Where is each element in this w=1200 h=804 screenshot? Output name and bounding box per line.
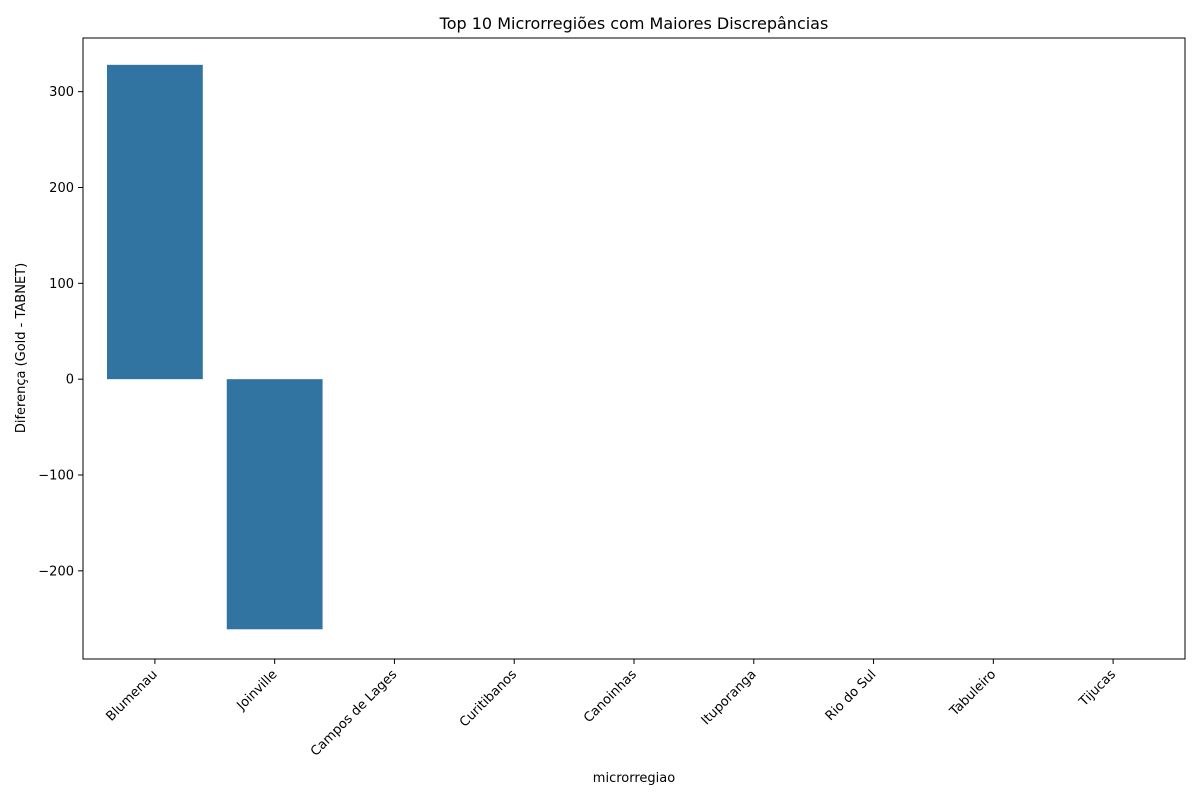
- bar-joinville: [226, 379, 323, 630]
- plot-frame: [82, 37, 1186, 660]
- y-tick-label: 100: [49, 277, 74, 292]
- x-tick-label: Tabuleiro: [946, 667, 999, 720]
- y-tick-label: 200: [49, 181, 74, 196]
- x-tick-label: Canoinhas: [581, 667, 640, 726]
- chart-title: Top 10 Microrregiões com Maiores Discrep…: [439, 14, 829, 33]
- y-axis-label: Diferença (Gold - TABNET): [14, 263, 29, 433]
- x-tick-label: Rio do Sul: [823, 667, 880, 724]
- bar-blumenau: [106, 64, 203, 380]
- x-tick-label: Curitibanos: [457, 667, 520, 730]
- bars-layer: [106, 64, 323, 630]
- x-tick-label: Joinville: [234, 667, 281, 714]
- x-tick-label: Campos de Lages: [308, 667, 400, 759]
- x-axis: Blumenau Joinville Campos de Lages Curitiba…: [104, 659, 1119, 759]
- y-tick-label: 0: [66, 373, 74, 388]
- x-axis-label: microrregiao: [593, 771, 675, 786]
- y-tick-label: 300: [49, 85, 74, 100]
- y-tick-label: −200: [38, 564, 74, 579]
- y-axis: −200 −100 0 100 200 300: [38, 85, 83, 579]
- x-tick-label: Ituporanga: [699, 667, 760, 728]
- y-tick-label: −100: [38, 469, 74, 484]
- x-tick-label: Blumenau: [104, 667, 161, 724]
- x-tick-label: Tijucas: [1076, 667, 1119, 710]
